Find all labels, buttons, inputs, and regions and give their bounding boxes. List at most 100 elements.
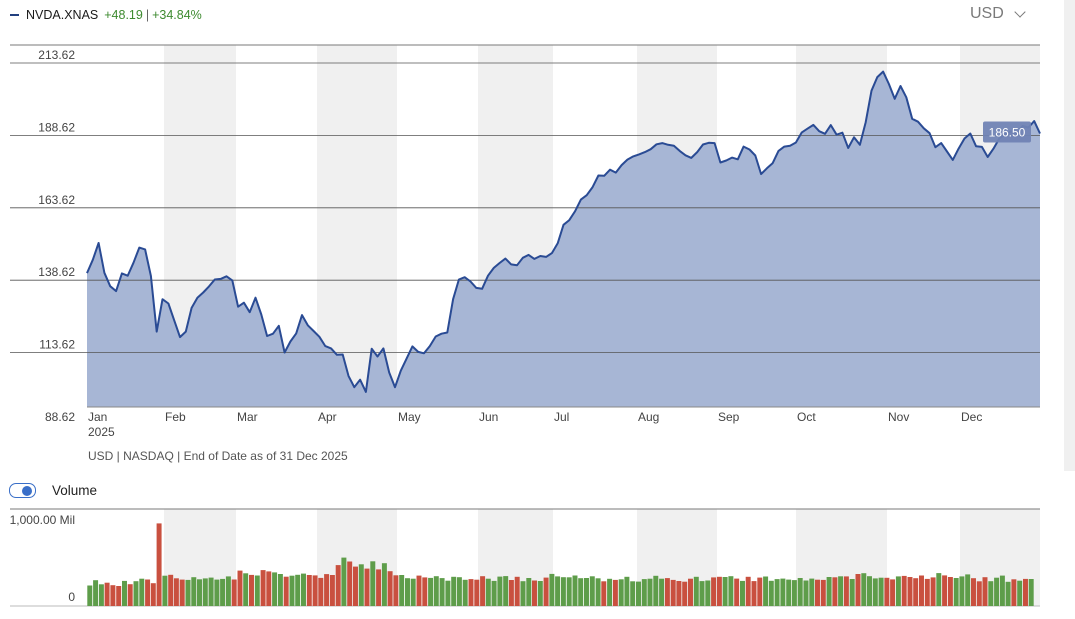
x-tick-label: Apr (318, 410, 337, 424)
volume-bar (959, 576, 965, 606)
x-tick-label: Jan (88, 410, 107, 424)
volume-bar (786, 579, 792, 606)
volume-y-tick: 0 (68, 590, 75, 604)
volume-bar (705, 580, 711, 606)
volume-bar (410, 578, 416, 606)
volume-bar (953, 578, 959, 606)
volume-bar (965, 574, 971, 606)
volume-bar (324, 574, 330, 606)
volume-bar (971, 578, 976, 606)
volume-bar (468, 579, 474, 606)
volume-bar (526, 578, 532, 606)
volume-bar (849, 579, 855, 606)
volume-bar (670, 579, 676, 606)
volume-bar (566, 577, 572, 606)
series-swatch (10, 14, 19, 16)
x-tick-label: Oct (797, 410, 816, 424)
x-tick-label: Dec (961, 410, 982, 424)
volume-bar (249, 574, 254, 606)
volume-bar (122, 580, 127, 606)
volume-bar (1028, 579, 1034, 606)
volume-bar (595, 578, 601, 606)
volume-bar (728, 576, 734, 606)
volume-bar (508, 580, 514, 606)
volume-bar (1023, 578, 1028, 606)
volume-bar (260, 570, 266, 606)
volume-bar (439, 578, 445, 606)
volume-bar (878, 577, 884, 606)
volume-bar (139, 578, 145, 606)
volume-bar (693, 576, 699, 606)
volume-bar (832, 577, 838, 606)
volume-bar (87, 585, 93, 606)
currency-dropdown[interactable]: USD (970, 5, 1026, 23)
volume-bar (711, 577, 717, 606)
currency-value: USD (970, 5, 1004, 22)
volume-bar (312, 575, 318, 606)
y-tick-label: 163.62 (38, 193, 75, 207)
volume-bar (485, 578, 491, 606)
volume-bar (855, 574, 861, 606)
volume-bar (780, 578, 786, 606)
volume-bar (716, 576, 722, 606)
volume-bar (220, 578, 226, 606)
volume-bar (740, 580, 745, 606)
volume-bar (688, 578, 693, 606)
volume-bar (890, 579, 896, 606)
volume-bar (843, 576, 849, 606)
volume-bar (237, 570, 243, 606)
volume-bar (428, 577, 434, 606)
year-label: 2025 (88, 425, 115, 439)
volume-bar (745, 576, 751, 606)
x-tick-label: Sep (718, 410, 740, 424)
volume-bar (254, 575, 260, 606)
volume-bar (145, 579, 151, 606)
volume-bar (826, 577, 832, 606)
volume-bar (179, 579, 185, 606)
y-tick-label: 188.62 (38, 120, 75, 134)
volume-bar (353, 566, 358, 606)
volume-bar (318, 577, 324, 606)
price-legend: NVDA.XNAS +48.19 | +34.84% (10, 8, 202, 22)
volume-bar (942, 575, 948, 606)
volume-switch[interactable] (9, 483, 36, 498)
volume-bar (722, 577, 728, 606)
volume-toggle-label: Volume (52, 483, 98, 498)
volume-bar (584, 578, 589, 606)
volume-bar (514, 576, 520, 606)
volume-bar (763, 576, 769, 606)
volume-bar (341, 557, 347, 606)
volume-bar (791, 580, 797, 606)
volume-bar (456, 577, 462, 606)
volume-bar (994, 577, 1000, 606)
volume-bar (930, 577, 936, 606)
volume-bar (347, 561, 353, 606)
volume-bar (682, 581, 688, 606)
scrollbar-track[interactable] (1064, 0, 1075, 471)
volume-bar (289, 575, 295, 606)
volume-bar (532, 580, 537, 606)
volume-bar (405, 578, 410, 606)
volume-bar (93, 580, 99, 606)
volume-bar (497, 576, 503, 606)
volume-bar (601, 581, 607, 606)
volume-bar (445, 580, 451, 606)
volume-bar (734, 578, 740, 606)
volume-bar (895, 576, 901, 606)
volume-bar (936, 573, 942, 606)
last-price-label: 186.50 (989, 126, 1026, 140)
y-tick-label: 213.62 (38, 48, 75, 62)
volume-bar (156, 523, 162, 606)
volume-bar (358, 564, 364, 606)
volume-bar (988, 581, 994, 606)
volume-bar (370, 561, 376, 606)
volume-bar (861, 573, 867, 606)
volume-bar (774, 579, 780, 606)
y-tick-label: 88.62 (45, 410, 75, 424)
volume-toggle[interactable]: Volume (9, 483, 97, 498)
volume-bar (867, 576, 872, 606)
volume-chart: 1,000.00 Mil 0 (10, 508, 1040, 607)
volume-bar (266, 571, 272, 606)
volume-bar (283, 576, 289, 606)
volume-bar (838, 576, 844, 606)
